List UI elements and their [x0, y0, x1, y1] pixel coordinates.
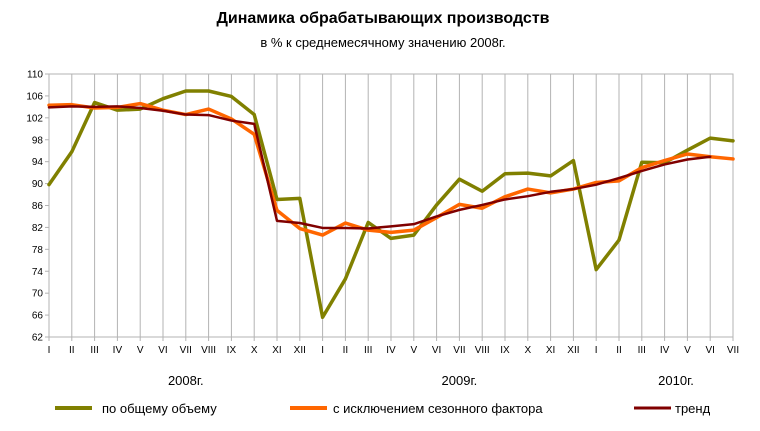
x-tick-label: XII [567, 345, 579, 356]
x-tick-label: V [137, 345, 144, 356]
x-tick-label: VII [453, 345, 465, 356]
series-line-3 [47, 105, 712, 230]
y-tick-label: 86 [32, 201, 44, 212]
x-tick-label: I [595, 345, 598, 356]
y-tick-label: 82 [32, 223, 44, 234]
chart-title: Динамика обрабатывающих производств [217, 10, 550, 27]
x-tick-label: XI [546, 345, 555, 356]
x-tick-label: VI [432, 345, 441, 356]
x-tick-label: II [69, 345, 75, 356]
legend-label-1: по общему объему [102, 401, 217, 416]
y-tick-label: 74 [32, 267, 44, 278]
x-tick-label: XI [272, 345, 281, 356]
y-tick-label: 66 [32, 311, 44, 322]
x-tick-label: I [321, 345, 324, 356]
x-tick-label: V [410, 345, 417, 356]
y-tick-label: 90 [32, 179, 44, 190]
y-tick-label: 110 [27, 70, 43, 81]
x-tick-label: XII [294, 345, 306, 356]
series-line-1 [47, 89, 735, 320]
x-tick-label: IX [500, 345, 510, 356]
legend: по общему объему с исключением сезонного … [55, 401, 711, 416]
x-tick-label: VI [158, 345, 167, 356]
x-tick-label: III [90, 345, 98, 356]
x-tick-label: VII [727, 345, 739, 356]
x-tick-label: II [616, 345, 622, 356]
x-tick-label: X [524, 345, 531, 356]
x-tick-label: VIII [475, 345, 490, 356]
year-label: 2009г. [442, 373, 478, 388]
x-tick-label: III [364, 345, 372, 356]
x-tick-label: I [48, 345, 51, 356]
y-tick-label: 94 [32, 157, 44, 168]
x-tick-label: III [638, 345, 646, 356]
y-tick-label: 106 [26, 91, 43, 102]
year-label: 2010г. [658, 373, 694, 388]
x-tick-label: IV [386, 345, 396, 356]
x-tick-label: IV [660, 345, 670, 356]
legend-label-3: тренд [675, 401, 711, 416]
y-tick-label: 78 [32, 245, 44, 256]
x-tick-label: IX [227, 345, 237, 356]
x-tick-label: VII [180, 345, 192, 356]
y-tick-label: 98 [32, 135, 44, 146]
x-tick-label: X [251, 345, 258, 356]
chart-subtitle: в % к среднемесячному значению 2008г. [260, 35, 505, 50]
x-tick-label: IV [113, 345, 123, 356]
x-tick-label: II [343, 345, 349, 356]
year-label: 2008г. [168, 373, 204, 388]
x-tick-label: V [684, 345, 691, 356]
y-tick-label: 62 [32, 333, 44, 344]
x-tick-label: VI [705, 345, 714, 356]
x-tick-label: VIII [201, 345, 216, 356]
legend-label-2: с исключением сезонного фактора [333, 401, 543, 416]
y-tick-label: 70 [32, 289, 44, 300]
y-tick-label: 102 [26, 113, 43, 124]
